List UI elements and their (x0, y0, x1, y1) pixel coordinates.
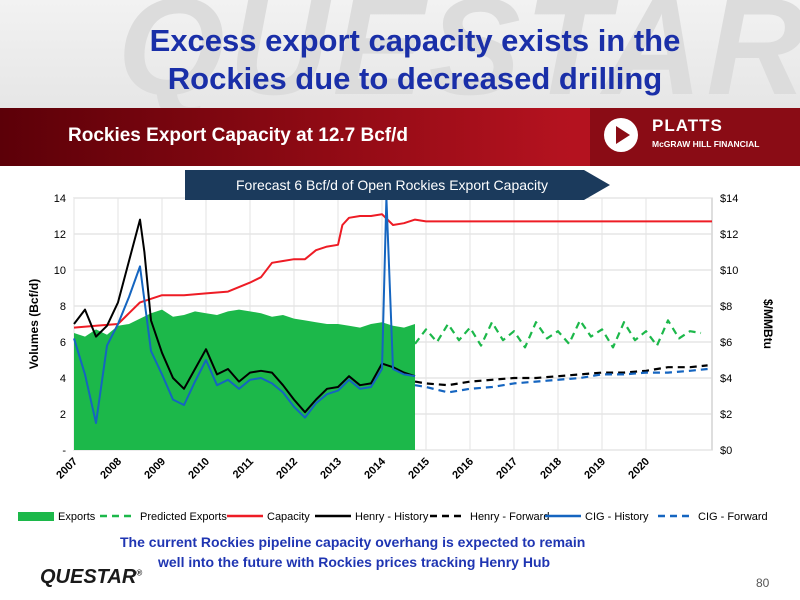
x-tick-label: 2019 (582, 456, 608, 482)
label-layer: Volumes (Bcf/d) $/MMBtu (27, 279, 775, 369)
y-tick-right: $2 (720, 409, 732, 421)
banner-layer: Forecast 6 Bcf/d of Open Rockies Export … (185, 170, 610, 200)
y-tick-right: $0 (720, 445, 732, 457)
x-tick-label: 2014 (362, 455, 388, 481)
series-layer (73, 197, 712, 450)
slide-title-line1: Excess export capacity exists in the (149, 23, 681, 58)
series-cig-history (73, 197, 416, 424)
chart-legend: Exports Predicted Exports Capacity Henry - … (18, 511, 768, 523)
title-band (0, 0, 800, 108)
legend-label-cig-forward: CIG - Forward (698, 511, 768, 523)
x-tick-label: 2008 (98, 456, 124, 482)
y-tick-left: 8 (60, 301, 66, 313)
legend-label-henry-forward: Henry - Forward (470, 511, 549, 523)
page-number: 80 (756, 576, 770, 590)
platts-name: PLATTS (652, 116, 723, 135)
y-tick-left: 4 (60, 373, 66, 385)
y-tick-right: $14 (720, 193, 738, 205)
series-henry-history (73, 218, 416, 414)
x-tick-label: 2010 (186, 456, 212, 482)
footer-note: The current Rockies pipeline capacity ov… (120, 532, 640, 572)
slide-title: Excess export capacity exists in the Roc… (30, 22, 800, 98)
x-tick-label: 2016 (450, 456, 476, 482)
questar-logo: QUESTAR® (40, 566, 142, 589)
x-tick-label: 2011 (231, 456, 256, 481)
series-capacity (73, 213, 712, 329)
footer-line1: The current Rockies pipeline capacity ov… (120, 534, 586, 550)
legend-label-predicted-exports: Predicted Exports (140, 511, 227, 523)
y-tick-left: 2 (60, 409, 66, 421)
forecast-banner-text: Forecast 6 Bcf/d of Open Rockies Export … (236, 177, 548, 193)
y-tick-right: $8 (720, 301, 732, 313)
series-exports (74, 309, 415, 450)
x-tick-label: 2020 (626, 456, 652, 482)
legend-label-exports: Exports (58, 511, 96, 523)
platts-subtitle: McGRAW HILL FINANCIAL (652, 139, 760, 149)
registered-mark: ® (136, 568, 143, 578)
y-tick-left: - (62, 445, 66, 457)
x-tick-label: 2012 (274, 456, 300, 482)
y-tick-right: $6 (720, 337, 732, 349)
x-tick-label: 2018 (538, 456, 564, 482)
export-capacity-chart: - 2 4 6 8 10 12 14 $0 $2 $4 $6 $8 $10 $12 $14 2007 2008 20… (18, 170, 775, 523)
series-henry-forward (414, 364, 708, 387)
platts-play-icon (604, 118, 638, 152)
footer-line2: well into the future with Rockies prices… (158, 554, 551, 570)
x-tick-label: 2007 (54, 456, 80, 482)
watermark-logo: QUESTAR (117, 0, 800, 124)
y-tick-left: 6 (60, 337, 66, 349)
x-tick-label: 2009 (142, 456, 168, 482)
x-tick-label: 2017 (494, 456, 520, 482)
slide-subtitle: Rockies Export Capacity at 12.7 Bcf/d (68, 125, 409, 146)
questar-logo-text: QUESTAR (40, 566, 137, 588)
y-tick-right: $12 (720, 229, 738, 241)
y-axis-left-label: Volumes (Bcf/d) (27, 279, 41, 369)
legend-label-henry-history: Henry - History (355, 511, 429, 523)
legend-label-capacity: Capacity (267, 511, 310, 523)
y-tick-left: 12 (54, 229, 66, 241)
slide-title-line2: Rockies due to decreased drilling (167, 61, 663, 96)
y-tick-left: 10 (54, 265, 66, 277)
series-cig-forward (414, 367, 708, 394)
x-tick-label: 2013 (318, 456, 344, 482)
y-tick-right: $10 (720, 265, 738, 277)
y-tick-right: $4 (720, 373, 732, 385)
series-predicted-exports (414, 319, 702, 349)
forecast-banner-arrow (185, 170, 610, 200)
legend-swatch-exports (18, 512, 54, 521)
x-tick-label: 2015 (406, 456, 432, 482)
y-tick-left: 14 (54, 193, 66, 205)
y-axis-right-label: $/MMBtu (761, 299, 775, 349)
legend-label-cig-history: CIG - History (585, 511, 649, 523)
